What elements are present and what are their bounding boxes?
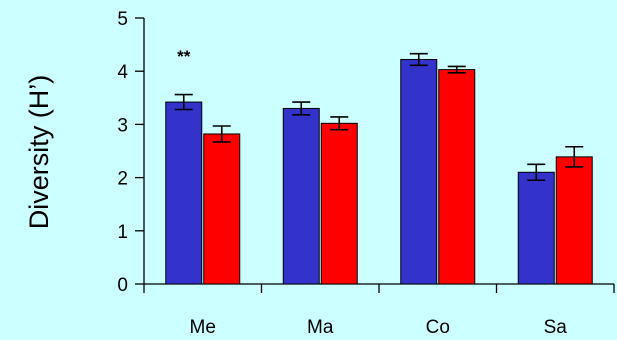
x-tick-label: Ma (307, 317, 334, 338)
bar (165, 101, 203, 285)
x-tick-label: Sa (544, 317, 568, 338)
y-tick-label: 3 (117, 115, 128, 136)
x-tick-label: Me (190, 317, 216, 338)
significance-annotation: ** (177, 47, 191, 66)
bar (555, 156, 593, 285)
bar (400, 58, 438, 285)
bar (320, 122, 358, 285)
bar (517, 171, 555, 285)
y-tick-label: 5 (117, 9, 128, 30)
y-tick-label: 4 (117, 62, 128, 83)
x-tick-label: Co (426, 317, 450, 338)
y-tick-label: 2 (117, 169, 128, 190)
y-tick-label: 1 (117, 222, 128, 243)
bar (203, 133, 241, 285)
bar (282, 107, 320, 285)
y-tick-label: 0 (117, 275, 128, 296)
y-axis-label: Diversity (H’) (24, 75, 54, 230)
bar (438, 69, 476, 285)
